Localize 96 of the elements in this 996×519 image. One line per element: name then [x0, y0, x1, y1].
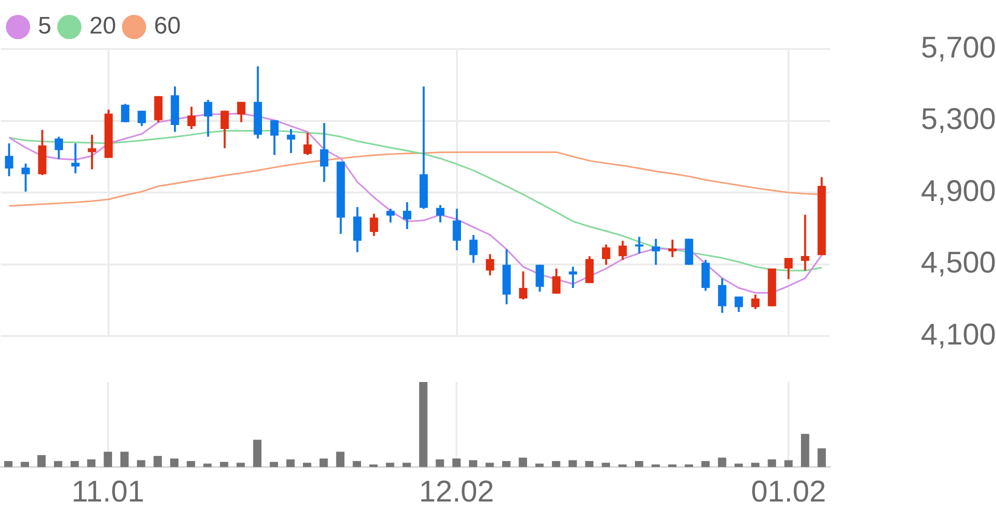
bar: [751, 462, 760, 467]
bar: [486, 462, 494, 467]
candlestick: [784, 256, 793, 280]
bar: [104, 452, 112, 467]
candlestick: [320, 122, 328, 183]
bar: [518, 458, 528, 467]
bar: [54, 461, 62, 467]
candlestick: [303, 132, 312, 156]
candlestick: [370, 212, 378, 237]
bar: [186, 461, 196, 467]
bar: [336, 452, 344, 467]
candlestick: [486, 253, 494, 276]
x-tick-label: 01.02: [750, 475, 826, 508]
candlestick: [138, 110, 146, 128]
legend-label: 5: [38, 12, 52, 40]
bar: [585, 461, 594, 467]
candlestick: [734, 296, 743, 313]
bar: [37, 455, 46, 467]
bar: [220, 462, 228, 467]
bar: [652, 464, 660, 467]
bar: [270, 462, 278, 467]
candlestick: [220, 110, 229, 150]
bar: [4, 461, 12, 467]
candlestick: [652, 238, 660, 266]
y-tick-label: 4,100: [920, 318, 996, 352]
bar: [618, 464, 627, 467]
bar: [203, 464, 212, 467]
y-tick-label: 5,300: [920, 103, 996, 136]
bar: [768, 459, 776, 467]
bar: [568, 460, 577, 467]
candlestick: [54, 136, 63, 160]
candlestick: [270, 119, 279, 156]
bar: [552, 461, 560, 467]
bar: [701, 461, 710, 467]
x-tick-label: 11.01: [71, 475, 144, 508]
bar: [136, 460, 146, 467]
y-tick-label: 4,900: [920, 174, 996, 208]
candlestick: [4, 142, 14, 178]
bar: [452, 458, 461, 467]
bar: [302, 462, 312, 467]
bar: [602, 462, 610, 467]
candlestick: [436, 204, 444, 224]
candlestick: [552, 268, 561, 295]
candlestick: [22, 162, 30, 193]
candlestick: [568, 266, 578, 289]
candlestick: [469, 234, 478, 264]
candlestick: [452, 208, 462, 252]
bar: [402, 462, 411, 467]
bar: [70, 461, 79, 467]
bar: [369, 464, 378, 467]
bar: [170, 458, 178, 467]
candlestick: [121, 102, 130, 124]
x-tick-label: 12.02: [418, 475, 494, 508]
bar: [718, 458, 726, 467]
bar: [734, 464, 743, 467]
bar: [154, 456, 162, 467]
bar: [320, 458, 328, 467]
bar: [668, 464, 676, 467]
bar: [535, 464, 544, 467]
bar: [468, 460, 478, 467]
candlestick: [800, 214, 810, 272]
bar: [286, 459, 295, 467]
bar: [87, 459, 96, 467]
candlestick: [718, 277, 726, 314]
bar: [419, 382, 428, 467]
bar: [120, 452, 129, 467]
y-tick-label: 4,500: [920, 246, 996, 280]
bar: [502, 461, 510, 467]
bar: [818, 448, 826, 467]
candlestick: [88, 134, 96, 170]
bar: [386, 462, 394, 467]
legend-label: 20: [89, 12, 116, 40]
y-tick-label: 5,700: [920, 31, 996, 64]
bar: [800, 434, 810, 467]
candlestick: [618, 240, 627, 261]
candlestick: [286, 128, 296, 154]
bar: [684, 464, 694, 467]
candlestick: [71, 142, 80, 174]
candlestick: [237, 100, 246, 124]
candlestick: [668, 238, 677, 258]
bar: [436, 459, 444, 467]
candlestick: [204, 98, 212, 138]
candlestick: [536, 264, 544, 293]
bar: [352, 461, 362, 467]
candlestick: [751, 294, 760, 310]
legend-label: 60: [154, 12, 181, 40]
candlestick: [402, 201, 412, 230]
bar: [784, 460, 793, 467]
bar: [236, 462, 245, 467]
bar: [20, 462, 30, 467]
candlestick: [602, 244, 610, 266]
bar: [253, 440, 262, 467]
candlestick: [519, 270, 528, 300]
bar: [634, 461, 644, 467]
candlestick: [635, 236, 644, 254]
candlestick: [187, 106, 196, 130]
